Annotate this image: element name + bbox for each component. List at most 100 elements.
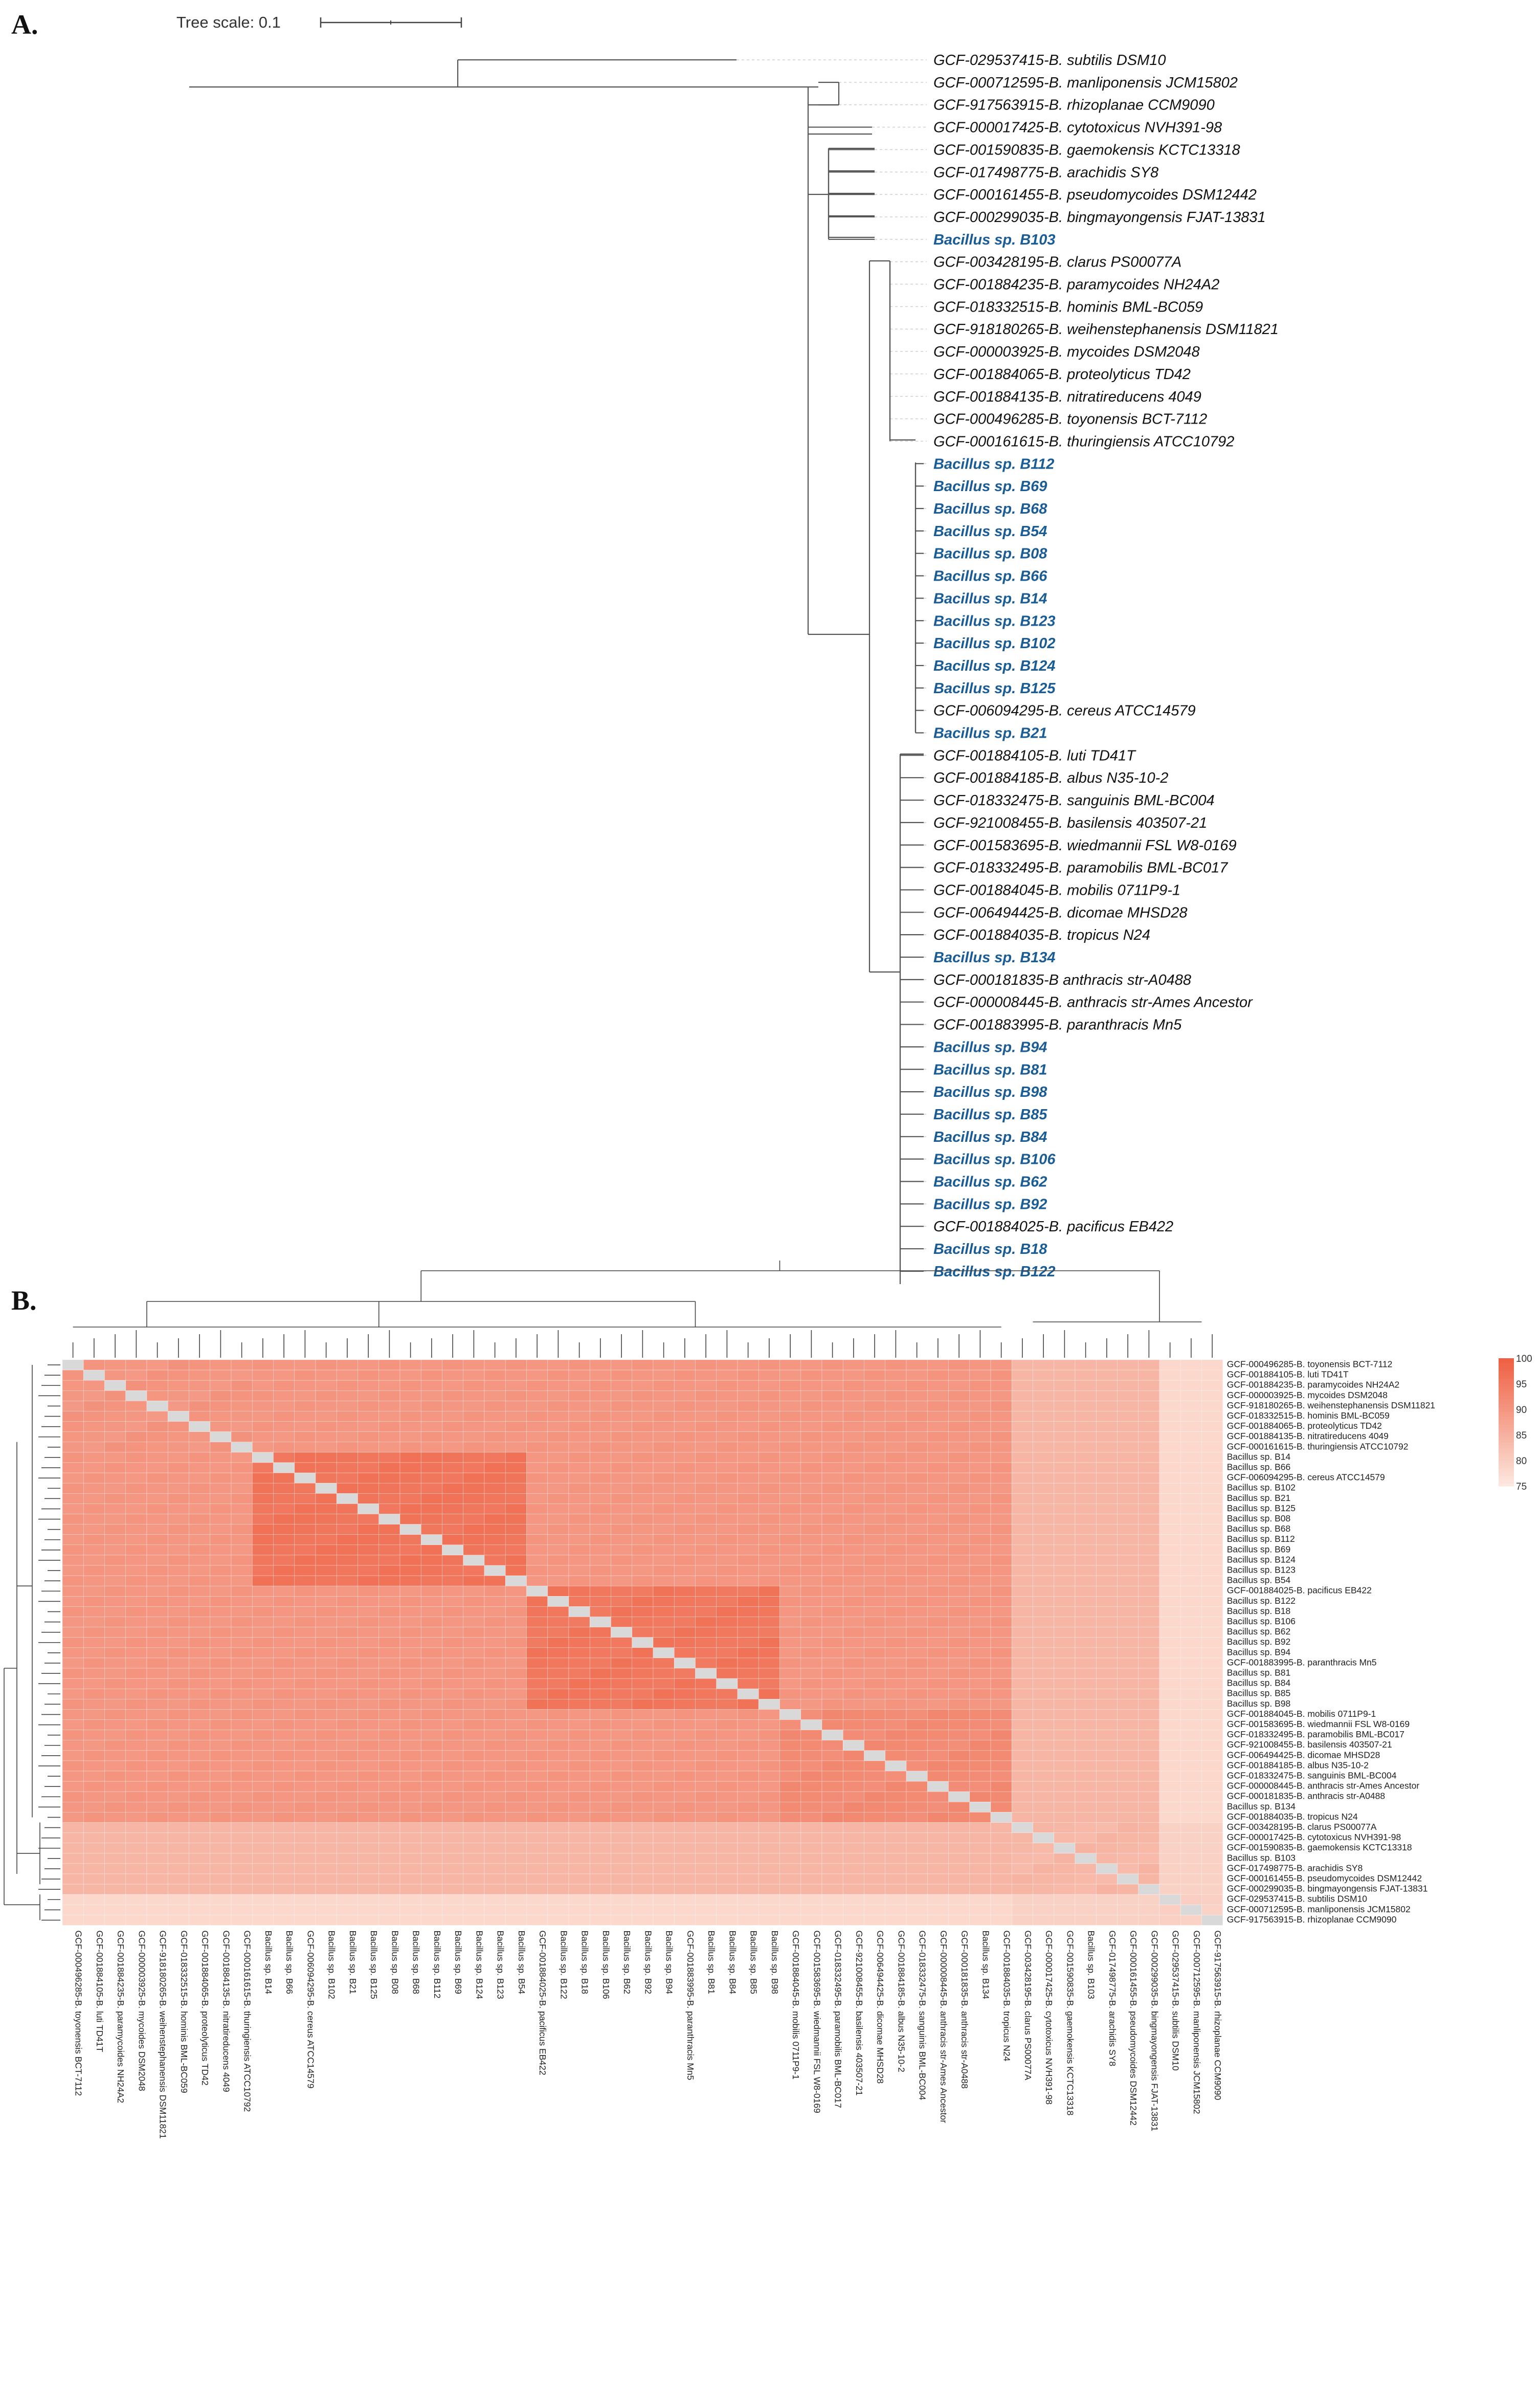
heatmap-cell	[505, 1781, 527, 1792]
heatmap-cell	[505, 1719, 527, 1730]
heatmap-cell	[463, 1781, 485, 1792]
heatmap-cell	[611, 1781, 633, 1792]
heatmap-cell	[1075, 1483, 1097, 1494]
heatmap-cell	[737, 1699, 759, 1710]
heatmap-cell	[62, 1411, 84, 1422]
heatmap-cell	[526, 1730, 548, 1741]
heatmap-cell	[1138, 1791, 1160, 1802]
heatmap-cell	[547, 1802, 569, 1813]
heatmap-cell	[737, 1822, 759, 1833]
heatmap-cell	[589, 1884, 611, 1895]
colorbar-segment	[1499, 1445, 1514, 1448]
heatmap-cell	[1033, 1411, 1055, 1422]
heatmap-cell	[252, 1915, 274, 1926]
heatmap-cell	[716, 1832, 738, 1844]
heatmap-cell	[842, 1750, 864, 1761]
heatmap-cell	[1117, 1647, 1139, 1659]
heatmap-cell	[927, 1863, 949, 1874]
heatmap-cell	[146, 1627, 168, 1638]
heatmap-column-labels: GCF-000496285-B. toyonensis BCT-7112 GCF-…	[74, 1931, 1223, 2139]
heatmap-cell	[189, 1832, 211, 1844]
heatmap-cell	[210, 1555, 232, 1566]
heatmap-cell	[716, 1668, 738, 1679]
heatmap-cell	[273, 1390, 295, 1401]
heatmap-cell	[526, 1822, 548, 1833]
heatmap-cell	[1033, 1493, 1055, 1504]
heatmap-cell	[336, 1514, 358, 1524]
heatmap-cell	[969, 1905, 991, 1915]
heatmap-cell	[547, 1431, 569, 1443]
heatmap-cell	[758, 1863, 780, 1874]
heatmap-cell	[1180, 1421, 1202, 1432]
heatmap-cell	[1201, 1462, 1223, 1473]
heatmap-cell	[273, 1668, 295, 1679]
heatmap-cell	[231, 1483, 253, 1494]
heatmap-cell	[1201, 1606, 1223, 1617]
heatmap-cell	[695, 1740, 717, 1751]
heatmap-cell	[1011, 1585, 1033, 1597]
heatmap-cell	[189, 1493, 211, 1504]
heatmap-cell	[821, 1709, 843, 1720]
heatmap-row-label: Bacillus sp. B123	[1227, 1564, 1296, 1575]
heatmap-cell	[378, 1668, 400, 1679]
heatmap-cell	[948, 1421, 970, 1432]
heatmap-cell	[842, 1915, 864, 1926]
heatmap-cell	[1201, 1472, 1223, 1484]
heatmap-cell	[378, 1380, 400, 1391]
heatmap-cell	[146, 1760, 168, 1772]
heatmap-cell	[125, 1637, 147, 1648]
heatmap-row-label: GCF-001884025-B. pacificus EB422	[1227, 1585, 1372, 1596]
heatmap-cell	[167, 1905, 189, 1915]
heatmap-cell	[906, 1647, 928, 1659]
heatmap-cell	[589, 1462, 611, 1473]
heatmap-cell	[1096, 1873, 1118, 1885]
heatmap-cell	[632, 1760, 654, 1772]
heatmap-cell	[252, 1812, 274, 1823]
heatmap-cell	[1117, 1504, 1139, 1514]
heatmap-cell	[800, 1678, 822, 1689]
heatmap-cell	[420, 1657, 442, 1669]
heatmap-cell	[1033, 1905, 1055, 1915]
heatmap-cell	[62, 1390, 84, 1401]
heatmap-cell	[842, 1596, 864, 1607]
heatmap-cell	[294, 1493, 316, 1504]
heatmap-cell	[420, 1915, 442, 1926]
heatmap-cell	[1159, 1760, 1181, 1772]
heatmap-cell	[779, 1359, 801, 1371]
heatmap-cell	[1180, 1411, 1202, 1422]
heatmap-cell	[927, 1832, 949, 1844]
heatmap-cell	[779, 1555, 801, 1566]
tree-tip-label: Bacillus sp. B125	[933, 680, 1056, 697]
heatmap-cell	[505, 1380, 527, 1391]
heatmap-cell	[632, 1873, 654, 1885]
heatmap-column-label: Bacillus sp. B66	[284, 1931, 295, 1995]
colorbar-segment	[1499, 1358, 1514, 1361]
heatmap-cell	[442, 1401, 464, 1411]
heatmap-cell	[758, 1585, 780, 1597]
heatmap-cell	[800, 1709, 822, 1720]
heatmap-cell	[611, 1873, 633, 1885]
heatmap-cell	[83, 1822, 105, 1833]
heatmap-cell	[1201, 1421, 1223, 1432]
heatmap-cell	[1033, 1863, 1055, 1874]
heatmap-cell	[716, 1894, 738, 1905]
tree-tip-label: GCF-006494425-B. dicomae MHSD28	[933, 904, 1187, 921]
heatmap-cell	[336, 1555, 358, 1566]
heatmap-cell	[1054, 1843, 1076, 1854]
heatmap-cell	[1075, 1596, 1097, 1607]
heatmap-cell	[779, 1894, 801, 1905]
heatmap-cell	[885, 1657, 907, 1669]
heatmap-cell	[1096, 1555, 1118, 1566]
colorbar-segment	[1499, 1391, 1514, 1395]
heatmap-cell	[146, 1668, 168, 1679]
heatmap-cell	[1180, 1606, 1202, 1617]
heatmap-row-label: GCF-018332475-B. sanguinis BML-BC004	[1227, 1770, 1397, 1780]
heatmap-cell	[273, 1750, 295, 1761]
heatmap-cell	[146, 1380, 168, 1391]
heatmap-cell	[737, 1853, 759, 1864]
heatmap-cell	[547, 1668, 569, 1679]
heatmap-cell	[632, 1905, 654, 1915]
heatmap-cell	[1096, 1781, 1118, 1792]
heatmap-cell	[1096, 1617, 1118, 1627]
heatmap-cell	[653, 1668, 675, 1679]
